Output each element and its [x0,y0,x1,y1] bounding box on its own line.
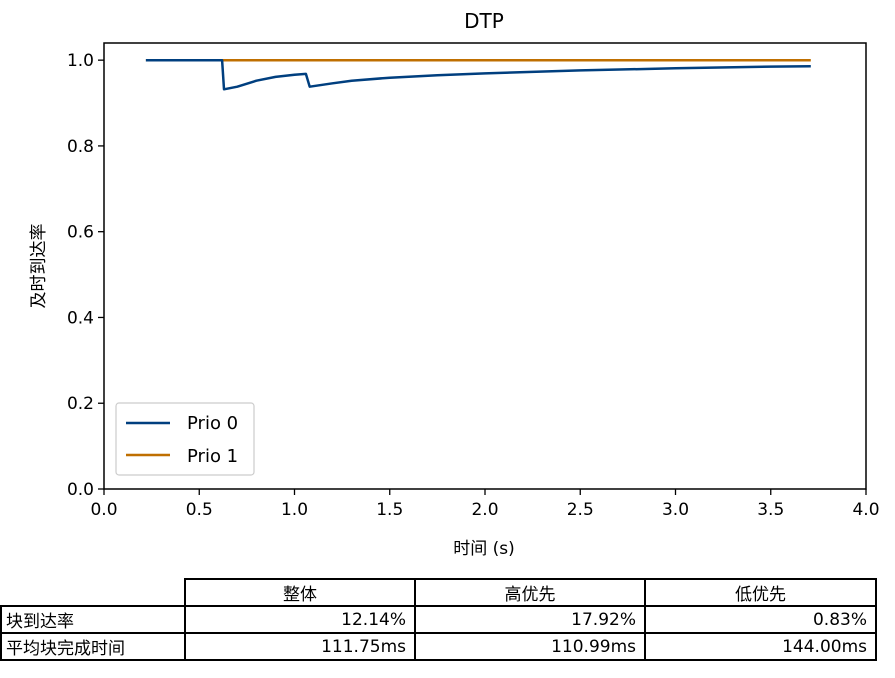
table-cell: 12.14% [184,605,416,634]
table-header-row: 整体 高优先 低优先 [1,578,877,607]
table-cell: 110.99ms [414,632,646,661]
x-tick-label: 2.5 [567,500,594,520]
y-tick-label: 0.2 [67,394,94,414]
x-tick-label: 0.0 [90,500,117,520]
y-tick-label: 0.6 [67,223,94,243]
stats-table: 整体 高优先 低优先 块到达率 12.14% 17.92% 0.83% 平均块完… [0,578,877,661]
series-line-prio-0 [145,58,811,91]
y-tick-label: 0.0 [67,480,94,500]
chart-title: DTP [464,9,504,33]
legend-label-prio-1: Prio 1 [187,446,238,467]
x-tick-label: 3.5 [757,500,784,520]
legend: Prio 0 Prio 1 [115,402,255,476]
table-header-overall: 整体 [184,578,416,607]
x-tick-label: 1.0 [281,500,308,520]
x-tick-label: 4.0 [852,500,879,520]
legend-label-prio-0: Prio 0 [187,413,238,434]
table-cell: 111.75ms [184,632,416,661]
legend-box [115,402,255,476]
x-tick-label: 1.5 [376,500,403,520]
x-axis-ticks: 0.0 0.5 1.0 1.5 2.0 2.5 3.0 3.5 4.0 [90,489,880,520]
y-axis-ticks: 0.0 0.2 0.4 0.6 0.8 1.0 [67,51,104,500]
table-header-low-priority: 低优先 [644,578,877,607]
table-cell: 0.83% [644,605,877,634]
y-tick-label: 0.8 [67,137,94,157]
table-header-high-priority: 高优先 [414,578,646,607]
y-tick-label: 1.0 [67,51,94,71]
x-axis-label: 时间 (s) [453,539,515,559]
x-tick-label: 3.0 [662,500,689,520]
table-row: 平均块完成时间 111.75ms 110.99ms 144.00ms [0,632,877,661]
series-layer [145,58,811,91]
table-corner-cell [1,579,186,607]
table-row-label: 块到达率 [0,605,186,634]
y-tick-label: 0.4 [67,308,94,328]
x-tick-label: 2.0 [471,500,498,520]
x-tick-label: 0.5 [186,500,213,520]
table-row-label: 平均块完成时间 [0,632,186,661]
table-cell: 17.92% [414,605,646,634]
line-chart: DTP 0.0 0.5 1.0 1.5 2.0 2.5 3.0 3.5 4.0 0.00.20.… [29,9,880,559]
table-cell: 144.00ms [644,632,877,661]
table-row: 块到达率 12.14% 17.92% 0.83% [0,605,877,634]
y-axis-label: 及时到达率 [29,224,49,309]
